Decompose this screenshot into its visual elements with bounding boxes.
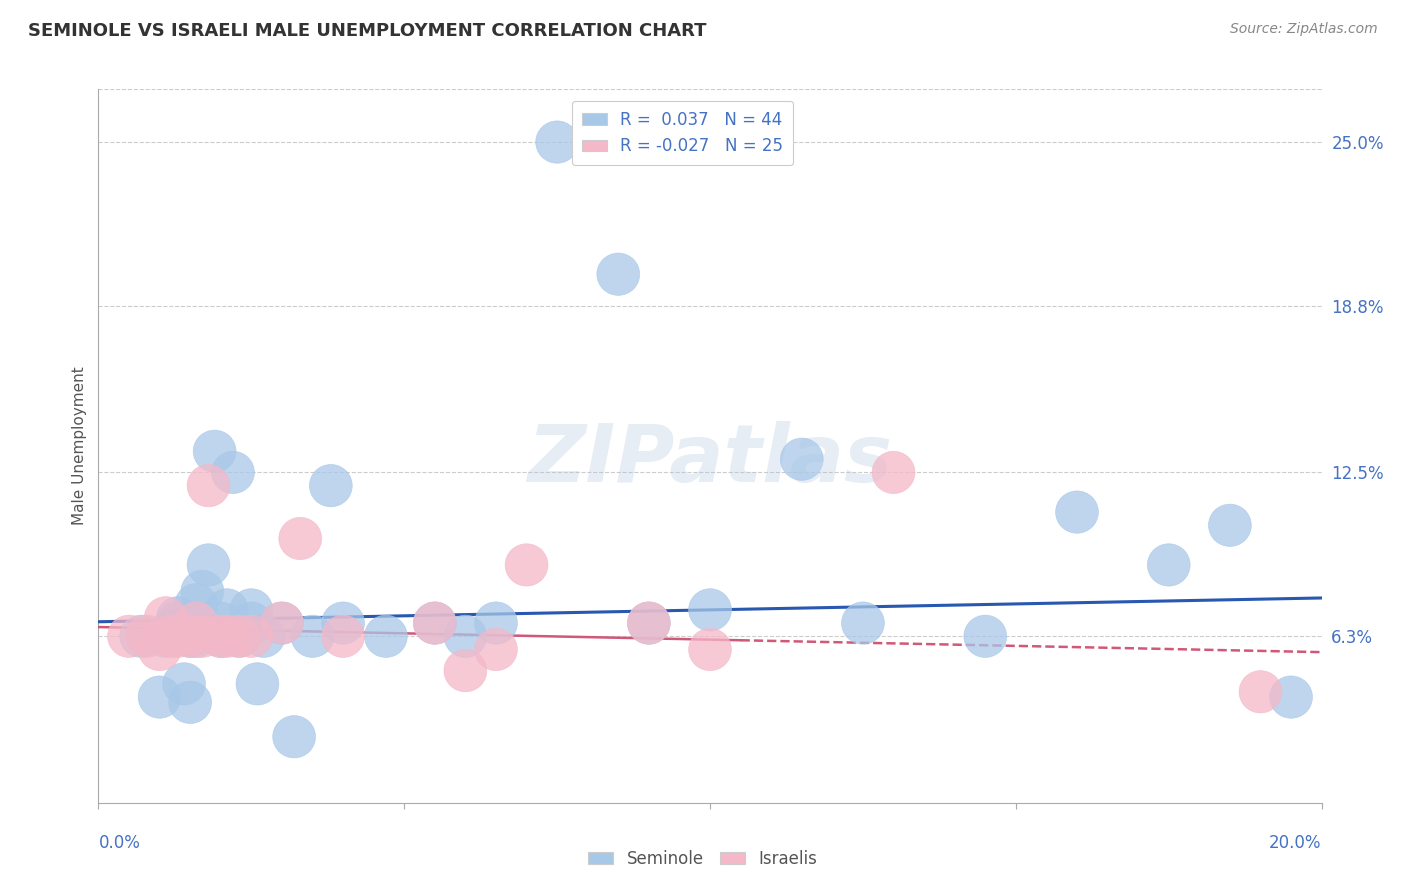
Ellipse shape [181,615,224,657]
Ellipse shape [231,615,273,657]
Ellipse shape [475,602,517,644]
Text: Source: ZipAtlas.com: Source: ZipAtlas.com [1230,22,1378,37]
Ellipse shape [174,602,218,644]
Ellipse shape [413,602,456,644]
Ellipse shape [200,602,242,644]
Ellipse shape [475,628,517,671]
Ellipse shape [291,615,333,657]
Ellipse shape [1056,491,1098,533]
Ellipse shape [145,615,187,657]
Ellipse shape [138,628,181,671]
Ellipse shape [309,465,353,507]
Ellipse shape [169,615,211,657]
Text: 20.0%: 20.0% [1270,834,1322,852]
Ellipse shape [218,615,260,657]
Ellipse shape [187,544,231,586]
Legend: Seminole, Israelis: Seminole, Israelis [582,844,824,875]
Ellipse shape [211,451,254,493]
Ellipse shape [273,715,315,758]
Ellipse shape [236,663,278,705]
Y-axis label: Male Unemployment: Male Unemployment [72,367,87,525]
Ellipse shape [200,615,242,657]
Ellipse shape [322,602,364,644]
Ellipse shape [174,615,218,657]
Ellipse shape [413,602,456,644]
Ellipse shape [156,602,200,644]
Ellipse shape [842,602,884,644]
Ellipse shape [138,676,181,718]
Ellipse shape [965,615,1007,657]
Ellipse shape [322,615,364,657]
Ellipse shape [193,430,236,473]
Ellipse shape [108,615,150,657]
Ellipse shape [260,602,304,644]
Ellipse shape [1270,676,1312,718]
Ellipse shape [163,663,205,705]
Ellipse shape [181,570,224,613]
Ellipse shape [505,544,548,586]
Ellipse shape [780,438,823,481]
Ellipse shape [150,615,193,657]
Ellipse shape [627,602,671,644]
Ellipse shape [689,628,731,671]
Ellipse shape [174,602,218,644]
Ellipse shape [156,597,200,639]
Text: SEMINOLE VS ISRAELI MALE UNEMPLOYMENT CORRELATION CHART: SEMINOLE VS ISRAELI MALE UNEMPLOYMENT CO… [28,22,707,40]
Ellipse shape [689,589,731,631]
Ellipse shape [242,615,285,657]
Ellipse shape [364,615,408,657]
Legend: R =  0.037   N = 44, R = -0.027   N = 25: R = 0.037 N = 44, R = -0.027 N = 25 [572,101,793,165]
Text: ZIPatlas: ZIPatlas [527,421,893,500]
Ellipse shape [1209,504,1251,547]
Ellipse shape [205,589,249,631]
Ellipse shape [169,615,211,657]
Ellipse shape [1239,671,1282,713]
Ellipse shape [187,465,231,507]
Ellipse shape [598,253,640,295]
Ellipse shape [174,583,218,625]
Ellipse shape [205,615,249,657]
Ellipse shape [872,451,915,493]
Ellipse shape [627,602,671,644]
Ellipse shape [169,681,211,723]
Ellipse shape [1147,544,1189,586]
Ellipse shape [218,615,260,657]
Ellipse shape [536,121,578,163]
Ellipse shape [444,649,486,692]
Ellipse shape [127,615,169,657]
Ellipse shape [278,517,322,559]
Ellipse shape [150,610,193,652]
Ellipse shape [200,615,242,657]
Ellipse shape [231,602,273,644]
Ellipse shape [120,615,163,657]
Ellipse shape [231,589,273,631]
Ellipse shape [156,615,200,657]
Ellipse shape [444,615,486,657]
Ellipse shape [145,597,187,639]
Text: 0.0%: 0.0% [98,834,141,852]
Ellipse shape [260,602,304,644]
